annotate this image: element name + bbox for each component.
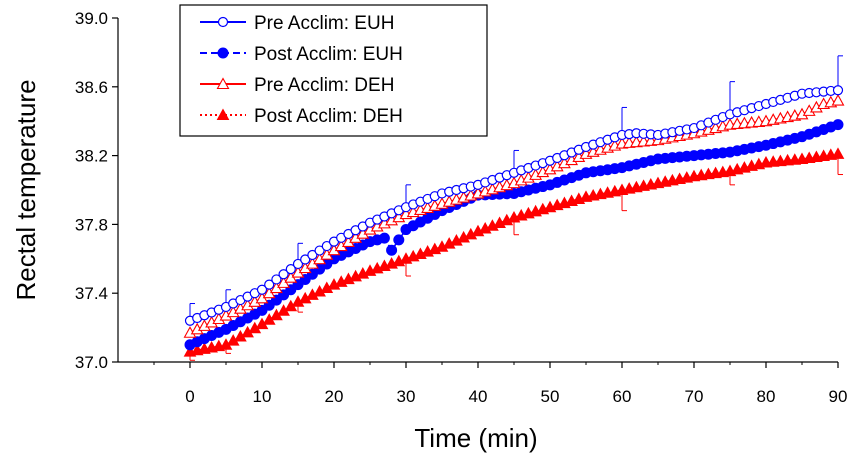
data-point [264,279,275,290]
data-point [831,93,845,106]
x-tick-label: 60 [613,387,632,406]
x-tick-label: 80 [757,387,776,406]
y-tick-label: 38.6 [75,78,108,97]
data-point [393,234,405,246]
data-point [285,264,296,275]
data-point [307,249,318,261]
y-tick-label: 38.2 [75,147,108,166]
data-point [256,284,268,295]
legend-swatch-marker [217,47,229,59]
axes-group: 37.0 37.4 37.8 38.2 38.6 39.0 0 10 20 30 40 50 60 70 8… [75,9,848,406]
data-point [292,258,304,270]
y-tick-label: 37.0 [75,353,108,372]
legend-label: Post Acclim: EUH [254,44,403,65]
data-point [321,240,332,252]
x-tick-label: 0 [185,387,194,406]
y-tick-label: 37.4 [75,284,108,303]
legend-swatch-marker [216,108,230,120]
series-group [183,85,845,357]
legend-swatch-marker [217,16,229,28]
x-tick-label: 40 [469,387,488,406]
y-axis-title: Rectal temperature [11,79,41,300]
data-point [386,244,398,256]
data-point [271,274,282,285]
data-point [831,147,845,159]
x-tick-label: 30 [397,387,416,406]
legend-label: Pre Acclim: DEH [254,75,394,96]
data-point [832,119,844,131]
x-tick-label: 10 [253,387,272,406]
data-point [300,254,311,265]
data-point [314,245,325,256]
series-pre-acclim-deh [183,93,845,338]
x-tick-label: 90 [829,387,848,406]
x-tick-label: 70 [685,387,704,406]
series-post-acclim-deh [183,147,845,357]
x-tick-label: 20 [325,387,344,406]
series-pre-acclim-euh [184,85,844,326]
y-tick-label: 37.8 [75,215,108,234]
legend-swatch-marker [216,77,230,90]
x-tick-label: 50 [541,387,560,406]
legend-label: Pre Acclim: EUH [254,13,394,34]
y-tick-label: 39.0 [75,9,108,28]
legend: Pre Acclim: EUH Post Acclim: EUH Pre Accli… [179,4,488,137]
data-point [278,269,289,280]
data-point [832,85,844,96]
legend-label: Post Acclim: DEH [254,106,403,127]
x-axis-title: Time (min) [414,423,537,453]
data-point [378,232,390,244]
